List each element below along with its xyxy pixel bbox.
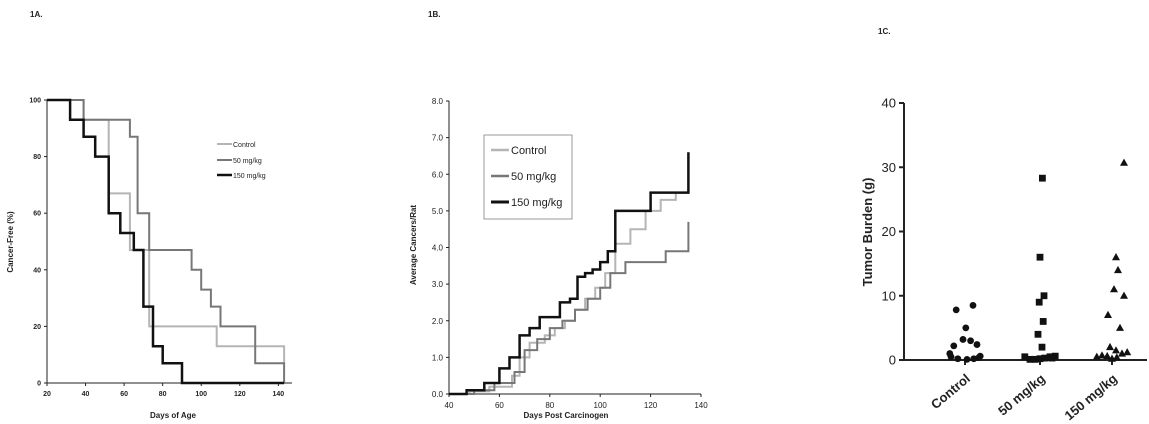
- panel-1a-legend: Control 50 mg/kg 150 mg/kg: [217, 142, 266, 180]
- panel-1a-x-tick-label: 80: [159, 391, 167, 398]
- panel-1c-point-control: [970, 355, 978, 363]
- panel-1a-y-tick-label: 0: [37, 381, 41, 388]
- panel-1a-series-line-3: [47, 98, 285, 385]
- panel-1c-y-tick-label: 0: [889, 353, 896, 368]
- panel-1c-point-50: [1039, 174, 1046, 182]
- panel-1c-point-150: [1123, 348, 1132, 356]
- panel-1c-point-control: [952, 306, 960, 314]
- panel-1a-y-tick-label: 80: [33, 154, 41, 161]
- panel-1c-point-50: [1041, 354, 1049, 362]
- panel-1a-y-tick-label: 40: [33, 267, 41, 274]
- panel-1c-point-150: [1103, 351, 1112, 360]
- panel-1b-x-axis-title: Days Post Carcinogen: [524, 411, 609, 420]
- panel-1c-point-150: [1110, 285, 1118, 293]
- panel-1c-category-label: Control: [928, 371, 973, 412]
- panel-1a-x-tick-label: 100: [195, 391, 207, 398]
- panel-1b-y-tick-label: 3.0: [432, 280, 444, 289]
- panel-1c-category-label: 150 mg/kg: [1062, 371, 1120, 423]
- panel-1b-series-line-3: [449, 152, 690, 396]
- panel-1c-point-150: [1112, 346, 1120, 354]
- panel-1c-point-50: [1036, 253, 1044, 261]
- panel-1c-point-control: [969, 301, 977, 309]
- panel-1c-point-control: [963, 355, 971, 363]
- panel-1c: 1C. 0 10 20 30 40 Control 50 mg/kg 150 mg/kg T…: [860, 27, 1147, 423]
- panel-1c-point-control: [946, 350, 954, 357]
- panel-1c-point-50: [1048, 354, 1056, 362]
- panel-1c-point-50: [1026, 355, 1034, 363]
- panel-1a-legend-label-control: Control: [233, 142, 256, 149]
- panel-1a-y-tick-label: 60: [33, 211, 41, 218]
- panel-1c-point-150: [1112, 353, 1121, 361]
- panel-1c-point-control: [975, 354, 983, 361]
- panel-1b: 1B. 0.0 1.0 2.0 3.0 4.0 5.0 6.0 7.0 8.0 40 60 80 10…: [409, 10, 708, 420]
- panel-1b-legend: Control 50 mg/kg 150 mg/kg: [483, 134, 573, 220]
- panel-1c-point-control: [973, 341, 981, 348]
- panel-1c-point-150: [1116, 323, 1124, 331]
- panel-1c-point-50: [1038, 343, 1046, 351]
- panel-1c-point-50: [1034, 330, 1042, 338]
- panel-1c-point-control: [959, 336, 967, 343]
- panel-1a-legend-label-150: 150 mg/kg: [233, 173, 266, 180]
- panel-1c-point-50: [1035, 298, 1043, 306]
- panel-1c-point-150: [1104, 310, 1112, 318]
- panel-1c-point-control: [962, 324, 970, 332]
- panel-1c-point-150: [1114, 265, 1122, 274]
- panel-1c-point-150: [1098, 351, 1106, 359]
- panel-1b-legend-label-150: 150 mg/kg: [511, 197, 562, 209]
- panel-1b-y-tick-label: 8.0: [432, 97, 444, 106]
- panel-1a-series-line-2: [47, 99, 286, 383]
- panel-1a-x-tick-label: 40: [82, 391, 90, 398]
- panel-1c-label: 1C.: [878, 27, 890, 36]
- panel-1c-y-tick-label: 40: [882, 96, 896, 111]
- panel-1c-point-50: [1021, 353, 1029, 361]
- panel-1c-point-150: [1120, 291, 1128, 299]
- panel-1c-point-control: [950, 342, 958, 350]
- panel-1b-label: 1B.: [428, 10, 440, 19]
- panel-1c-point-50: [1031, 355, 1039, 363]
- panel-1c-point-50: [1036, 355, 1044, 363]
- panel-1b-y-tick-label: 4.0: [432, 244, 444, 253]
- panel-1c-point-50: [1039, 318, 1047, 325]
- panel-1a-x-tick-label: 120: [234, 391, 246, 398]
- panel-1b-y-tick-label: 5.0: [432, 207, 444, 216]
- panel-1c-category-label: 50 mg/kg: [995, 371, 1048, 419]
- panel-1c-y-tick-label: 30: [882, 160, 896, 175]
- panel-1c-y-axis-title: Tumor Burden (g): [860, 178, 875, 287]
- panel-1b-y-tick-label: 0.0: [432, 390, 444, 399]
- panel-1a-x-tick-label: 20: [43, 391, 51, 398]
- panel-1b-x-tick-label: 100: [594, 401, 608, 410]
- panel-1b-y-tick-label: 7.0: [432, 134, 444, 143]
- panel-1c-point-150: [1112, 253, 1120, 261]
- panel-1b-x-tick-label: 40: [445, 401, 454, 410]
- panel-1a-y-tick-label: 20: [33, 324, 41, 331]
- panel-1b-legend-label-control: Control: [511, 145, 546, 157]
- panel-1a-y-axis-title: Cancer-Free (%): [6, 211, 15, 273]
- panel-1c-point-control: [954, 355, 962, 363]
- panel-1c-point-150: [1106, 342, 1114, 351]
- panel-1c-point-control: [967, 337, 974, 345]
- panel-1a-series-line-1: [47, 99, 286, 364]
- panel-1b-y-tick-label: 6.0: [432, 170, 444, 179]
- panel-1a-x-tick-label: 140: [273, 391, 285, 398]
- panel-1b-y-axis-title: Average Cancers/Rat: [409, 205, 418, 286]
- panel-1b-series-line-2: [449, 221, 690, 395]
- panel-1a-x-tick-label: 60: [120, 391, 128, 398]
- panel-1c-point-150: [1120, 158, 1128, 166]
- panel-1b-legend-label-50: 50 mg/kg: [511, 171, 556, 183]
- panel-1a-y-tick-label: 100: [29, 98, 41, 105]
- panel-1a-x-axis-title: Days of Age: [150, 411, 196, 420]
- panel-1b-y-tick-label: 2.0: [432, 317, 444, 326]
- panel-1b-y-tick-label: 1.0: [432, 353, 444, 362]
- panel-1c-point-50: [1040, 292, 1048, 300]
- panel-1c-y-tick-label: 10: [882, 288, 896, 303]
- panel-1c-y-tick-label: 20: [882, 224, 896, 239]
- panel-1b-x-tick-label: 140: [694, 401, 708, 410]
- panel-1b-x-tick-label: 60: [495, 401, 504, 410]
- panel-1b-x-tick-label: 120: [644, 401, 658, 410]
- panel-1a-label: 1A.: [30, 10, 42, 19]
- panel-1b-x-tick-label: 80: [545, 401, 554, 410]
- panel-1a-legend-label-50: 50 mg/kg: [233, 158, 262, 165]
